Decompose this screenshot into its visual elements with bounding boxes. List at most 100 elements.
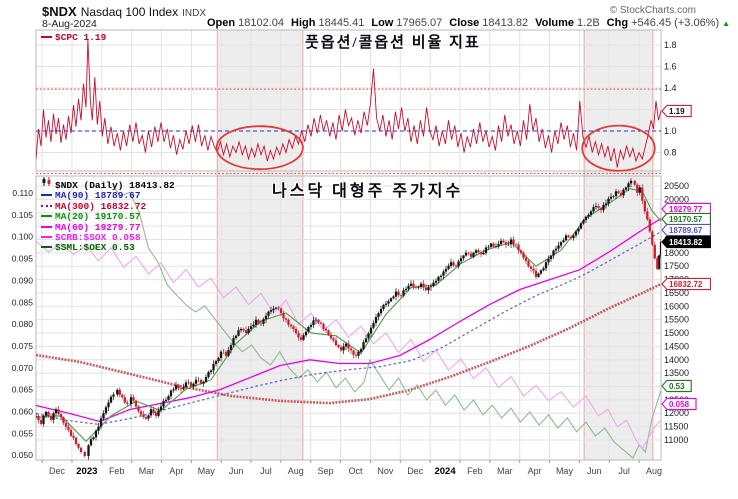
x-axis-label: Nov [377,466,394,476]
legend-row: MA(20) 19170.57 [41,212,175,222]
price-axis-tick: 18000 [664,248,689,258]
x-axis-label: Mar [139,466,155,476]
price-value-chip-label: 16832.72 [669,280,703,289]
x-axis-label: Jun [587,466,602,476]
price-axis-tick: 15000 [664,328,689,338]
price-value-chip [661,277,711,291]
price-value-chip-label: 19170.57 [669,215,703,224]
highlight-ellipse [215,125,304,171]
x-axis-label: 2023 [76,466,97,477]
legend-row-label: $NDX (Daily) 18413.82 [55,180,175,191]
legend-row-label: $SML:$OEX 0.53 [55,242,135,254]
quote-summary: Open 18102.04 High 18445.41 Low 17965.07 Close… [200,17,730,29]
quote-field-label: Volume [535,17,575,29]
legend-swatch-dashed [41,194,52,197]
legend-swatch-solid [41,225,52,228]
legend-swatch-candle [41,177,52,189]
quote-field-value: 18445.41 [318,17,365,29]
cpc-line [36,39,661,168]
price-axis-tick: 16000 [664,301,689,311]
legend-row-label: MA(60) 19279.77 [55,221,141,233]
x-axis-label: Aug [646,466,662,476]
price-value-chip-label: 18413.82 [669,238,703,247]
legend-row-label: MA(90) 18789.67 [55,190,141,202]
cpc-axis-tick: 1.6 [664,62,677,72]
price-value-chip [661,223,711,237]
ratio-axis-tick: 0.095 [12,254,34,264]
x-axis-label: Apr [528,466,542,476]
x-axis-label: Feb [109,466,125,476]
x-axis-label: May [556,466,574,476]
price-axis-tick: 12000 [664,408,689,418]
x-axis-label: Apr [169,466,183,476]
lower-panel-frame [35,175,662,461]
ratio-axis-tick: 0.065 [12,385,34,395]
legend-swatch-solid [41,215,52,218]
price-axis-tick: 20000 [664,194,689,204]
ratio-axis-tick: 0.075 [12,341,34,351]
price-axis-tick: 17500 [664,261,689,271]
x-axis-label: Jul [618,466,630,476]
price-value-chip-label: 0.058 [669,400,690,409]
x-axis-label: Sep [318,466,334,476]
highlight-ellipse [581,124,656,172]
highlight-band [216,29,304,461]
ratio-axis-tick: 0.110 [12,188,33,198]
quote-field-value: 17965.07 [396,17,443,29]
price-axis-tick: 16500 [664,288,689,298]
ratio-axis-tick: 0.105 [12,210,34,220]
ma60-line [36,218,661,423]
ratio-axis-tick: 0.090 [12,275,34,285]
legend-swatch-dotted [41,204,52,207]
x-axis-label: Feb [467,466,483,476]
legend-row-label: MA(20) 19170.57 [55,211,141,223]
cpc-axis-tick: 1.0 [664,126,677,136]
ratio-axis-tick: 0.100 [12,232,34,242]
sml-oex-ratio-line [112,185,661,459]
price-axis-tick: 20500 [664,181,689,191]
price-value-chip [661,379,692,393]
legend-row: $CRB:$SOX 0.058 [41,232,175,244]
ratio-axis-tick: 0.070 [12,363,34,373]
quote-field-label: High [291,17,316,29]
legend-row: $SML:$OEX 0.53 [41,243,175,253]
cpc-value-chip-label: 1.19 [669,107,685,116]
lower-annotation-korean: 나스닥 대형주 주가지수 [272,183,464,200]
legend-row-label: $CRB:$SOX 0.058 [55,232,141,244]
lower-panel-legend: $NDX (Daily) 18413.82 MA(90) 18789.67 MA(3… [41,177,175,254]
legend-row: MA(300) 16832.72 [41,201,175,212]
cpc-legend-label: $CPC 1.19 [55,32,107,43]
ratio-axis-tick: 0.085 [12,297,34,307]
index-name-label: Nasdaq 100 Index [80,5,179,19]
symbol-label: $NDX [42,4,77,19]
ma300-line [36,282,661,405]
x-axis-label: Jul [260,466,272,476]
upper-panel-frame [35,29,662,172]
price-value-chip [661,235,711,249]
price-axis-tick: 15500 [664,315,689,325]
cpc-axis-tick: 0.8 [664,148,677,158]
x-axis-label: Oct [348,466,363,476]
ratio-axis-tick: 0.055 [12,428,34,438]
price-axis-tick: 13500 [664,368,689,378]
upper-annotation-korean: 풋옵션/콜옵션 비율 지표 [305,35,481,51]
price-value-chip-label: 18789.67 [669,226,703,235]
gridlines [36,30,661,460]
quote-field-value: 1.2B [577,17,600,29]
quote-field-label: Close [449,17,480,29]
upper-panel-legend: $CPC 1.19 [41,32,107,43]
legend-swatch-solid [41,246,52,249]
price-axis-tick: 14500 [664,341,689,351]
x-axis-label: Jun [229,466,244,476]
crb-sox-ratio-line [36,240,661,450]
price-axis-tick: 14000 [664,355,689,365]
legend-row: $NDX (Daily) 18413.82 [41,177,175,191]
price-value-chip-label: 0.53 [669,382,685,391]
ratio-axis-tick: 0.050 [12,450,34,460]
ratio-axis-tick: 0.080 [12,319,34,329]
price-value-chip-label: 19279.77 [669,205,703,214]
quote-field-value: +546.45 (+3.06%) [631,17,720,29]
price-value-chip [661,212,711,226]
chart-header: $NDX Nasdaq 100 Index INDX [42,4,206,19]
